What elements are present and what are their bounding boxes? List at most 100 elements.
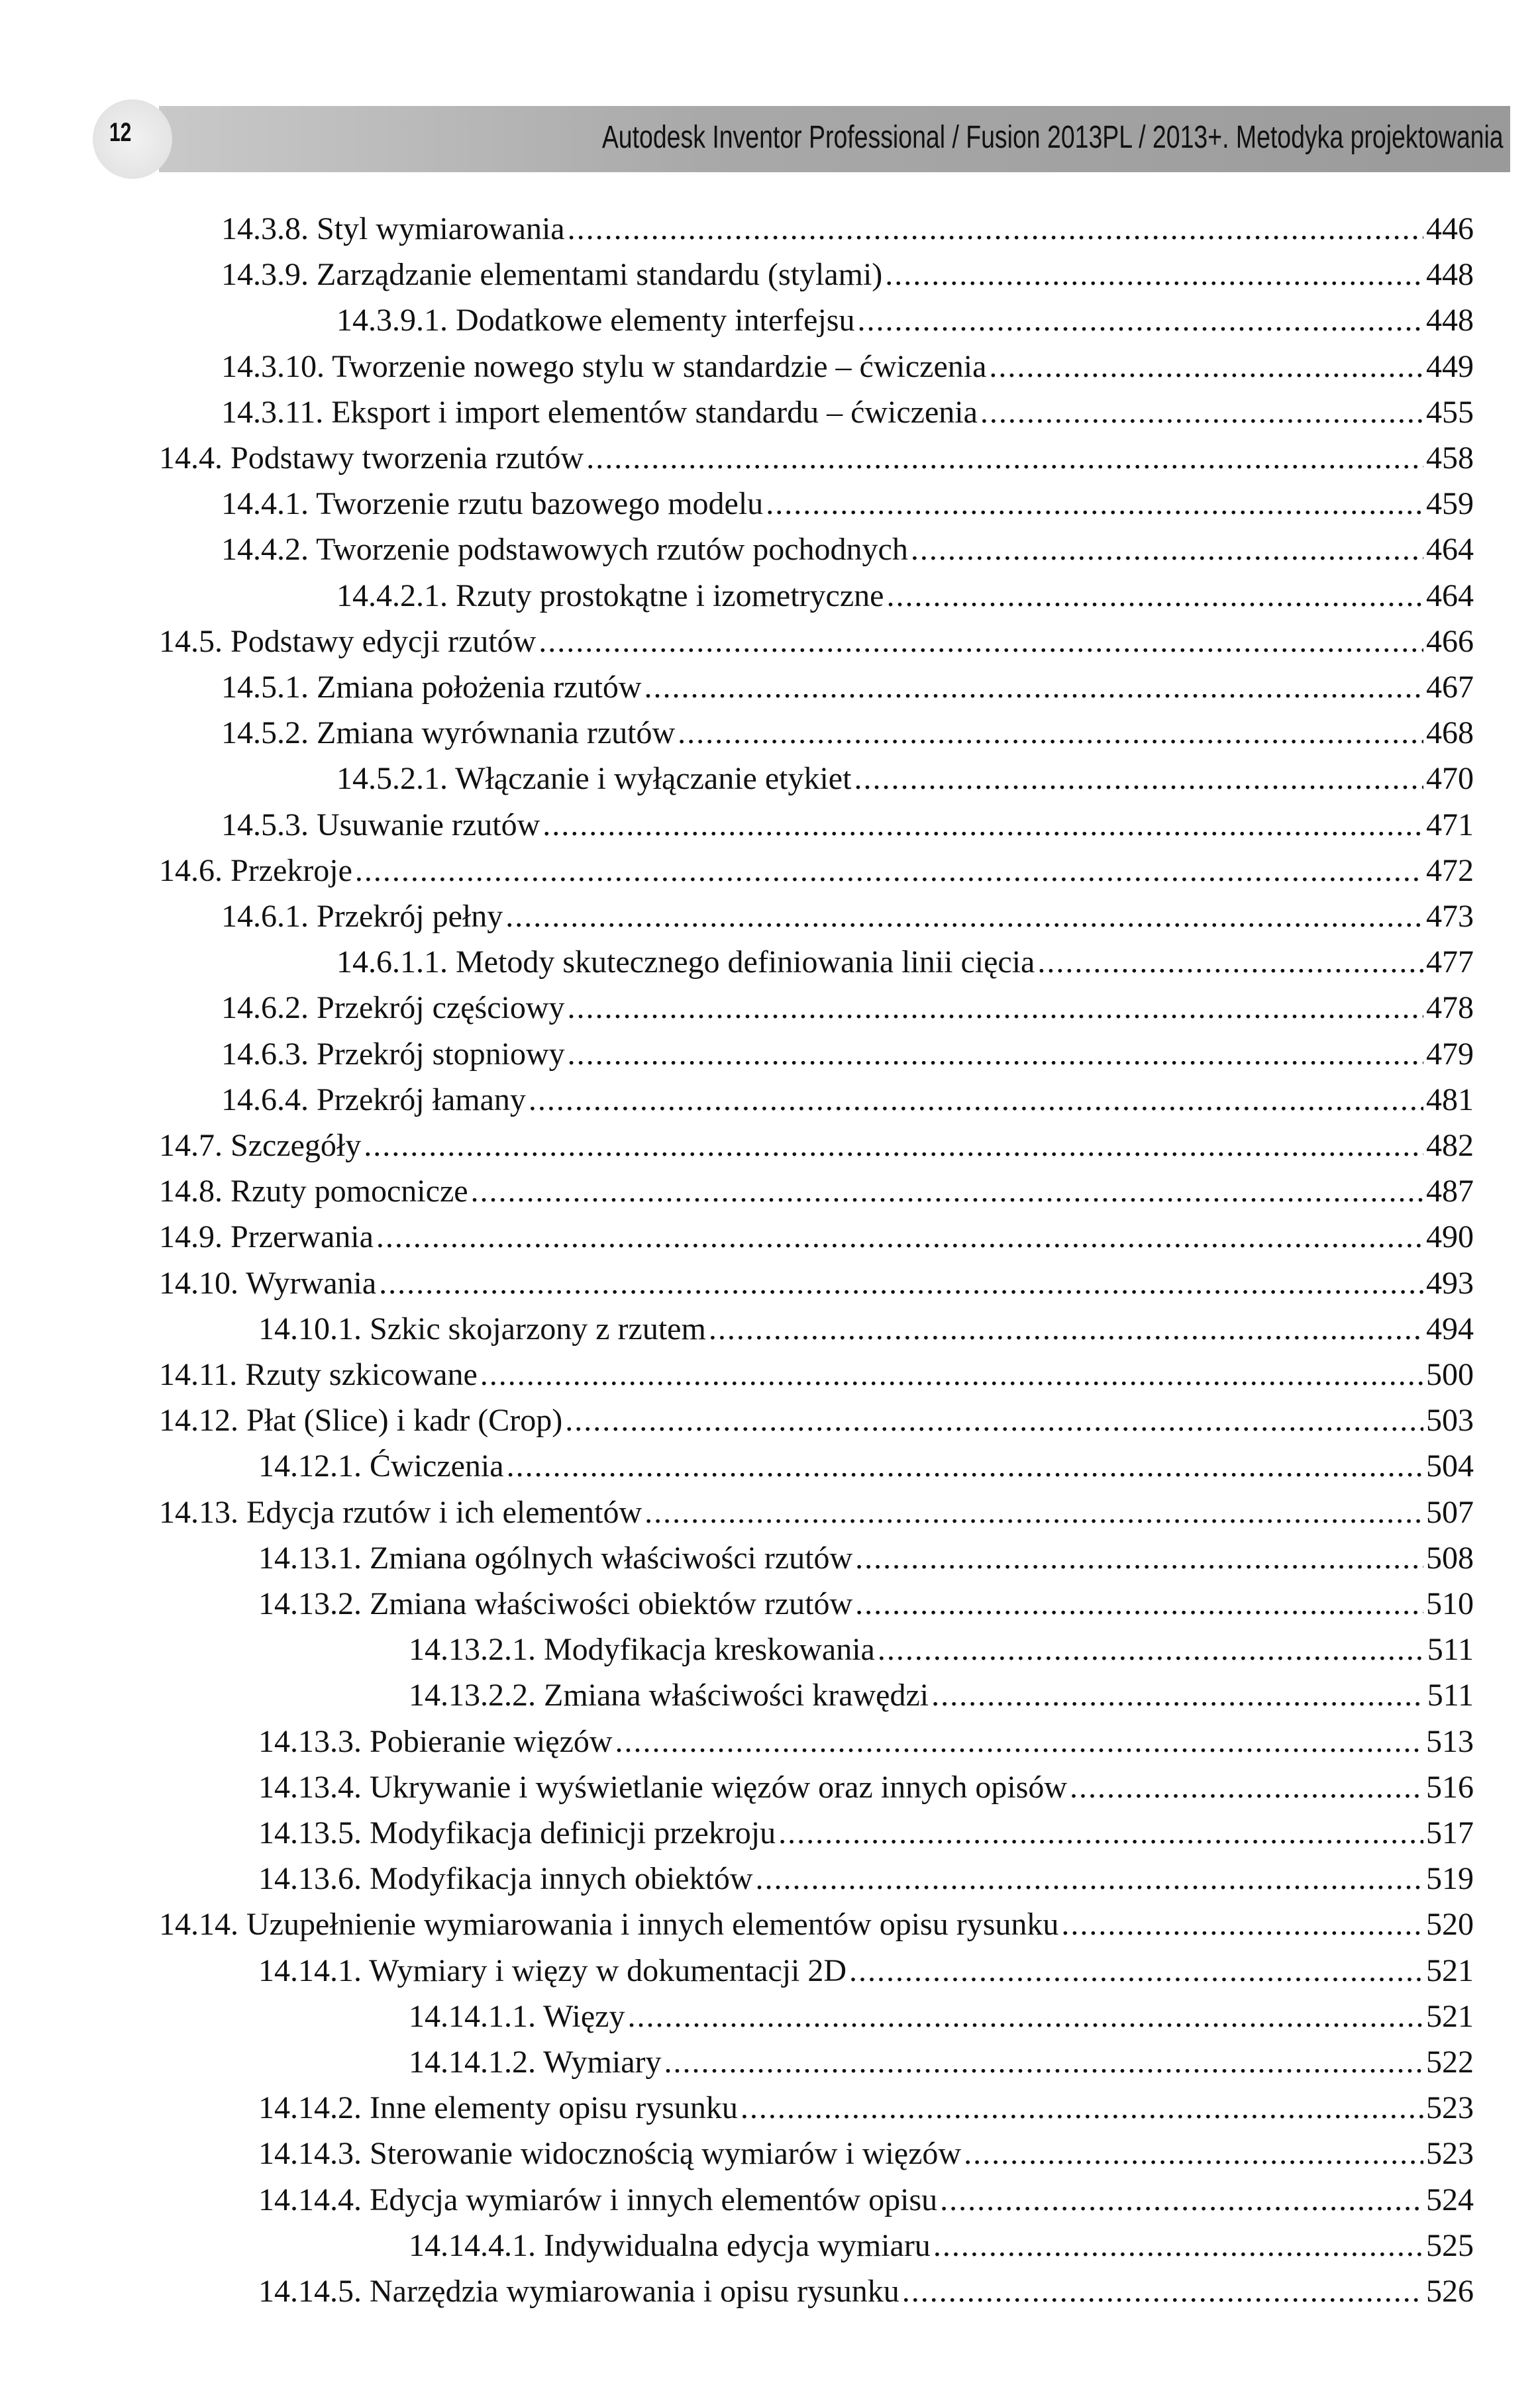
toc-entry-page: 511	[1427, 1632, 1474, 1668]
dot-leader	[778, 1815, 1423, 1851]
dot-leader	[849, 1953, 1423, 1989]
toc-entry: 14.13.6. Modyfikacja innych obiektów 519	[258, 1860, 1474, 1900]
toc-entry-title: 14.5.1. Zmiana położenia rzutów	[221, 670, 642, 705]
toc-entry: 14.3.10. Tworzenie nowego stylu w standa…	[221, 348, 1474, 388]
toc-entry-page: 478	[1426, 990, 1474, 1026]
toc-entry: 14.4.1. Tworzenie rzutu bazowego modelu 4…	[221, 485, 1474, 525]
toc-entry-title: 14.14.3. Sterowanie widocznością wymiaró…	[258, 2136, 962, 2172]
dot-leader	[565, 1402, 1423, 1439]
toc-entry: 14.12. Płat (Slice) i kadr (Crop) 503	[159, 1402, 1474, 1442]
dot-leader	[507, 1448, 1423, 1484]
dot-leader	[980, 394, 1423, 431]
dot-leader	[586, 440, 1423, 476]
dot-leader	[505, 898, 1423, 935]
toc-entry-page: 464	[1426, 532, 1474, 568]
dot-leader	[855, 1540, 1423, 1576]
toc-entry-title: 14.14. Uzupełnienie wymiarowania i innyc…	[159, 1907, 1059, 1943]
toc-entry-page: 523	[1426, 2090, 1474, 2126]
dot-leader	[376, 1219, 1423, 1255]
toc-entry-page: 503	[1426, 1403, 1474, 1439]
toc-entry: 14.5.1. Zmiana położenia rzutów 467	[221, 669, 1474, 709]
toc-entry: 14.6. Przekroje 472	[159, 852, 1474, 892]
toc-entry: 14.3.8. Styl wymiarowania 446	[221, 211, 1474, 250]
toc-entry: 14.14.3. Sterowanie widocznością wymiaró…	[258, 2135, 1474, 2175]
toc-entry-title: 14.10.1. Szkic skojarzony z rzutem	[258, 1311, 706, 1346]
toc-entry-page: 523	[1426, 2136, 1474, 2172]
toc-entry: 14.14.4. Edycja wymiarów i innych elemen…	[258, 2182, 1474, 2221]
toc-entry-page: 487	[1426, 1174, 1474, 1209]
toc-entry-title: 14.13.1. Zmiana ogólnych właściwości rzu…	[258, 1540, 853, 1576]
toc-entry-page: 510	[1426, 1586, 1474, 1621]
toc-entry-title: 14.6.4. Przekrój łamany	[221, 1082, 526, 1117]
toc-entry-title: 14.5.2.1. Włączanie i wyłączanie etykiet	[336, 761, 852, 797]
toc-entry-page: 513	[1426, 1723, 1474, 1759]
toc-entry-page: 521	[1426, 1998, 1474, 2034]
dot-leader	[854, 760, 1423, 797]
dot-leader	[568, 211, 1423, 247]
toc-entry-title: 14.13.2.2. Zmiana właściwości krawędzi	[409, 1678, 929, 1713]
dot-leader	[931, 1677, 1425, 1713]
dot-leader	[940, 2182, 1423, 2218]
toc-entry-page: 477	[1426, 944, 1474, 980]
toc-entry: 14.4.2.1. Rzuty prostokątne i izometrycz…	[336, 578, 1474, 617]
running-header-title: Autodesk Inventor Professional / Fusion …	[602, 120, 1504, 155]
toc-entry-title: 14.14.1.2. Wymiary	[409, 2045, 662, 2080]
dot-leader	[989, 348, 1423, 385]
toc-entry: 14.14.4.1. Indywidualna edycja wymiaru 52…	[409, 2227, 1474, 2267]
dot-leader	[855, 1586, 1423, 1622]
toc-entry-title: 14.5.3. Usuwanie rzutów	[221, 807, 540, 842]
toc-entry: 14.14.5. Narzędzia wymiarowania i opisu …	[258, 2273, 1474, 2313]
toc-entry-title: 14.4.1. Tworzenie rzutu bazowego modelu	[221, 486, 764, 522]
dot-leader	[933, 2227, 1423, 2264]
dot-leader	[885, 256, 1423, 293]
toc-entry-title: 14.14.1.1. Więzy	[409, 1998, 625, 2034]
toc-entry-page: 522	[1426, 2045, 1474, 2080]
toc-entry: 14.6.1.1. Metody skutecznego definiowani…	[336, 944, 1474, 984]
toc-entry: 14.12.1. Ćwiczenia 504	[258, 1448, 1474, 1488]
dot-leader	[857, 302, 1423, 338]
dot-leader	[911, 531, 1423, 568]
toc-entry-page: 504	[1426, 1448, 1474, 1484]
toc-entry-title: 14.13.6. Modyfikacja innych obiektów	[258, 1861, 753, 1897]
toc-entry-title: 14.7. Szczegóły	[159, 1128, 362, 1163]
toc-entry-page: 493	[1426, 1265, 1474, 1301]
toc-entry-title: 14.5.2. Zmiana wyrównania rzutów	[221, 715, 676, 751]
toc-entry-page: 481	[1426, 1082, 1474, 1117]
toc-entry: 14.13.2. Zmiana właściwości obiektów rzu…	[258, 1586, 1474, 1625]
dot-leader	[355, 852, 1423, 889]
dot-leader	[627, 1998, 1423, 2035]
toc-entry: 14.4.2. Tworzenie podstawowych rzutów po…	[221, 531, 1474, 571]
toc-entry-page: 449	[1426, 348, 1474, 384]
toc-entry-title: 14.14.2. Inne elementy opisu rysunku	[258, 2090, 738, 2126]
toc-entry: 14.3.11. Eksport i import elementów stan…	[221, 394, 1474, 434]
dot-leader	[568, 1036, 1423, 1072]
dot-leader	[886, 578, 1423, 614]
toc-entry-title: 14.13. Edycja rzutów i ich elementów	[159, 1494, 642, 1530]
dot-leader	[766, 485, 1423, 522]
toc-entry-title: 14.13.2.1. Modyfikacja kreskowania	[409, 1632, 875, 1668]
dot-leader	[568, 990, 1423, 1026]
dot-leader	[480, 1356, 1423, 1393]
toc-entry-page: 521	[1426, 1953, 1474, 1988]
toc-entry-title: 14.9. Przerwania	[159, 1219, 374, 1255]
toc-entry: 14.14.1.1. Więzy 521	[409, 1998, 1474, 2038]
toc-entry: 14.13.4. Ukrywanie i wyświetlanie więzów…	[258, 1769, 1474, 1809]
toc-entry-title: 14.10. Wyrwania	[159, 1265, 377, 1301]
toc-entry-title: 14.6. Przekroje	[159, 852, 352, 888]
toc-entry: 14.9. Przerwania 490	[159, 1219, 1474, 1258]
toc-entry-page: 482	[1426, 1128, 1474, 1163]
toc-entry-title: 14.5. Podstawy edycji rzutów	[159, 623, 537, 659]
toc-entry-page: 459	[1426, 486, 1474, 522]
toc-entry-page: 446	[1426, 211, 1474, 246]
toc-entry-page: 448	[1426, 303, 1474, 338]
toc-entry-page: 511	[1427, 1678, 1474, 1713]
toc-entry-title: 14.13.2. Zmiana właściwości obiektów rzu…	[258, 1586, 853, 1621]
toc-entry: 14.6.2. Przekrój częściowy 478	[221, 990, 1474, 1029]
dot-leader	[756, 1860, 1423, 1897]
toc-entry-page: 524	[1426, 2182, 1474, 2217]
toc-entry-page: 479	[1426, 1036, 1474, 1072]
toc-entry-page: 507	[1426, 1494, 1474, 1530]
toc-entry: 14.10. Wyrwania 493	[159, 1265, 1474, 1305]
toc-entry-title: 14.12.1. Ćwiczenia	[258, 1448, 504, 1484]
dot-leader	[364, 1127, 1423, 1164]
